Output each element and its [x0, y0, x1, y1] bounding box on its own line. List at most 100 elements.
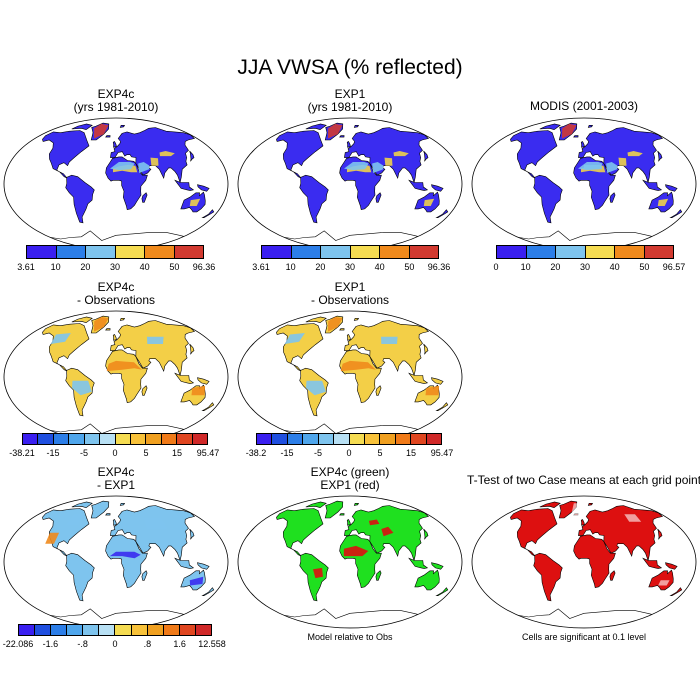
- continent-new-guinea: [431, 562, 444, 570]
- continent-japan: [657, 150, 663, 162]
- panel-ttest: T-Test of two Case means at each grid po…: [467, 474, 700, 646]
- colorbar-swatch: [614, 246, 644, 258]
- map-border: [237, 495, 463, 629]
- panel-title: EXP4c - EXP1: [96, 465, 135, 492]
- panel-title: T-Test of two Case means at each grid po…: [466, 473, 700, 487]
- sahel-bias-region: [106, 360, 142, 372]
- world-map: [3, 117, 229, 251]
- colorbar-swatch: [173, 246, 203, 258]
- colorbar-tick-label: .8: [143, 639, 152, 649]
- colorbar-swatch: [160, 434, 177, 444]
- ocean-background: [4, 118, 228, 250]
- non-significant-region: [624, 514, 642, 522]
- colorbar-tick-label: 0: [112, 639, 118, 649]
- north-america-bias-region: [50, 333, 71, 344]
- colorbar-swatch: [425, 434, 442, 444]
- colorbar-tick-label: 50: [404, 262, 415, 272]
- australia-desert-region: [423, 198, 435, 206]
- colorbar-swatch: [262, 246, 291, 258]
- sahel-diff-region: [109, 551, 141, 559]
- colorbar-swatch: [191, 434, 208, 444]
- continent-iceland: [339, 328, 345, 331]
- sahara-region: [110, 162, 135, 171]
- amazon-bias-region: [306, 380, 326, 396]
- colorbar-swatch: [302, 434, 318, 444]
- colorbar-tick-label: 30: [579, 262, 591, 272]
- continent-uk: [112, 519, 117, 526]
- continent-south-america: [299, 174, 329, 224]
- colorbar-exp1: [261, 245, 439, 259]
- greenland-ice-region: [94, 123, 109, 139]
- continent-madagascar: [375, 192, 382, 203]
- colorbar-swatch: [129, 434, 146, 444]
- colorbar-swatch: [162, 625, 179, 635]
- continent-svalbard: [119, 503, 125, 506]
- colorbar-tick-label: 3.61: [252, 262, 270, 272]
- world-map: [471, 495, 697, 629]
- colorbar-tick-label: 1.6: [173, 639, 186, 649]
- colorbar-swatch: [130, 625, 147, 635]
- continent-new-guinea: [197, 562, 210, 570]
- world-map: [471, 117, 697, 251]
- australia-desert-region: [189, 198, 201, 206]
- central-asia-desert-region: [627, 151, 643, 157]
- world-map: [237, 310, 463, 444]
- continent-arctic-islands: [305, 123, 327, 131]
- colorbar-tick-label: 12.558: [198, 639, 226, 649]
- colorbar-tick-label: 20: [315, 262, 326, 272]
- colorbar-tick-label: 0: [346, 448, 352, 458]
- continent-madagascar: [375, 385, 382, 396]
- continent-svalbard: [353, 503, 359, 506]
- non-significant-region: [570, 503, 581, 518]
- colorbar-swatch: [82, 625, 99, 635]
- colorbar-exp4c-minus-obs: [22, 433, 208, 445]
- panel-title: MODIS (2001-2003): [529, 99, 639, 113]
- colorbar-swatch: [379, 246, 409, 258]
- continent-madagascar: [141, 385, 148, 396]
- colorbar-tick-label: 95.47: [196, 448, 220, 458]
- continent-australia: [648, 569, 674, 591]
- continent-new-guinea: [431, 377, 444, 385]
- south-asia-arid-region: [150, 157, 159, 166]
- colorbar-tick-label: -22.086: [2, 639, 34, 649]
- colorbar-swatch: [55, 246, 85, 258]
- continent-new-zealand: [669, 587, 683, 596]
- colorbar-swatch: [333, 434, 349, 444]
- panel-modis: MODIS (2001-2003): [468, 100, 700, 272]
- colorbar-swatch: [178, 625, 195, 635]
- continent-japan: [189, 528, 195, 540]
- panel-exp4c-minus-obs: EXP4c - Observations: [0, 281, 232, 453]
- colorbar-tick-label: 10: [285, 262, 296, 272]
- continent-new-zealand: [669, 209, 683, 218]
- continent-iceland: [105, 328, 111, 331]
- continent-iceland: [105, 135, 111, 138]
- continent-madagascar: [141, 192, 148, 203]
- colorbar-tick-label: -15: [46, 448, 60, 458]
- continent-uk: [346, 334, 351, 341]
- colorbar-swatch: [290, 246, 320, 258]
- world-map: [237, 117, 463, 251]
- continent-south-america: [533, 552, 563, 602]
- panel-note: Model relative to Obs: [307, 632, 393, 642]
- colorbar-swatch: [379, 434, 395, 444]
- continent-indonesia: [408, 179, 429, 191]
- continent-arctic-islands: [71, 316, 93, 324]
- colorbar-swatch: [85, 246, 115, 258]
- continent-new-zealand: [201, 209, 215, 218]
- figure-title: JJA VWSA (% reflected): [237, 56, 463, 79]
- ocean-background: [238, 311, 462, 443]
- continent-new-guinea: [665, 562, 678, 570]
- colorbar-tick-label: 20: [550, 262, 561, 272]
- north-america-bias-region: [284, 333, 305, 344]
- continent-uk: [580, 141, 585, 148]
- continent-indonesia: [408, 372, 429, 384]
- colorbar-swatch: [363, 434, 380, 444]
- colorbar-tick-label: 15: [171, 448, 183, 458]
- colorbar-tick-label: 96.36: [427, 262, 451, 272]
- continent-svalbard: [119, 125, 125, 128]
- colorbar-tick-label: 40: [609, 262, 620, 272]
- continent-madagascar: [609, 192, 616, 203]
- panel-note: Cells are significant at 0.1 level: [521, 632, 647, 642]
- continent-uk: [112, 141, 117, 148]
- continent-north-america: [510, 508, 558, 557]
